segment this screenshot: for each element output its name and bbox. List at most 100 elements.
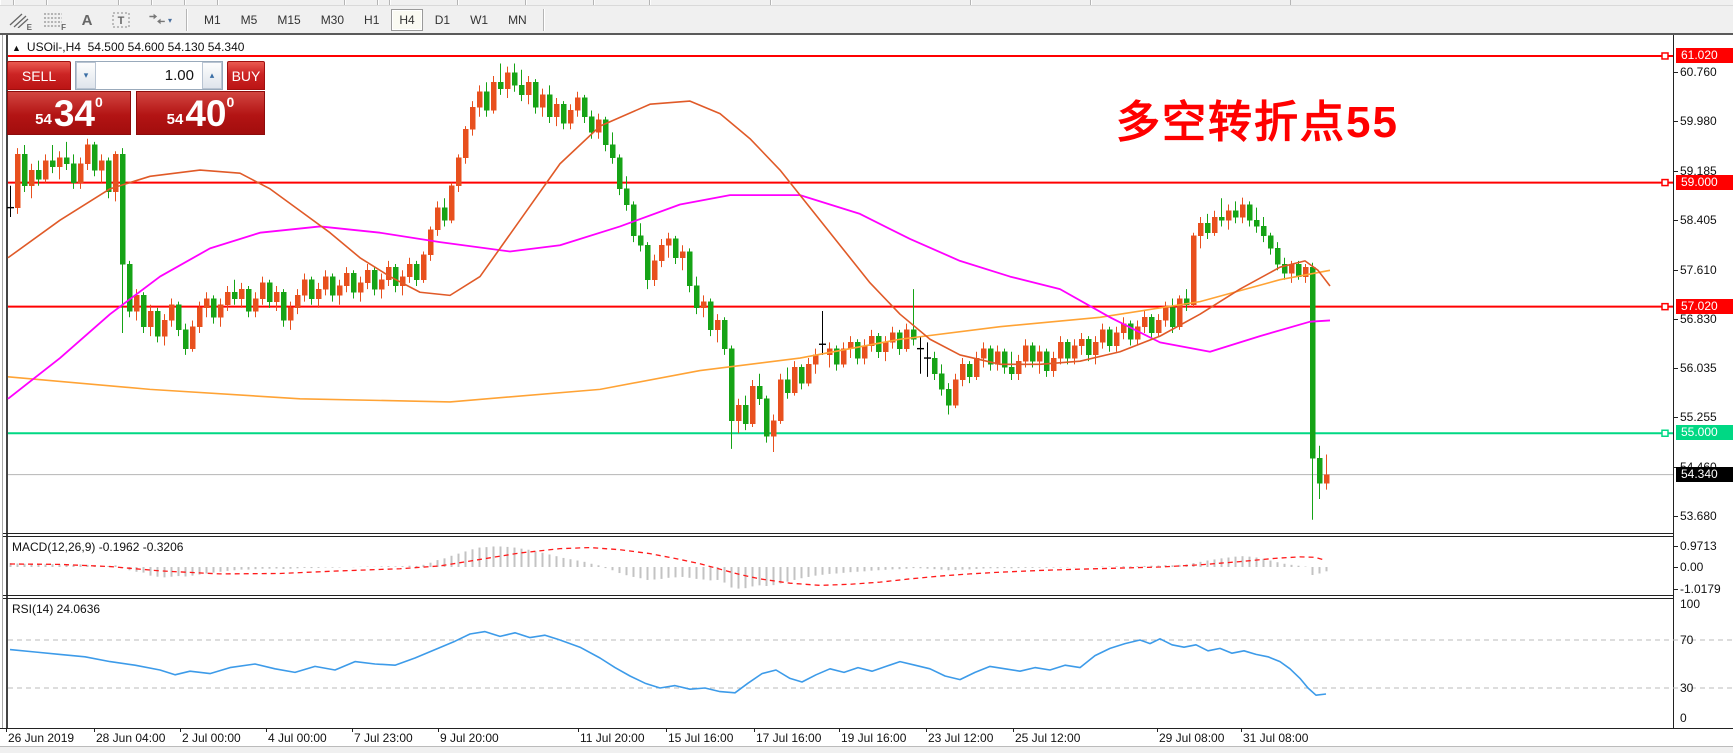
pane-separator[interactable] — [3, 598, 1673, 599]
price-axis-label: 55.255 — [1680, 410, 1717, 425]
time-axis-tick — [6, 728, 7, 732]
time-axis-tick — [1157, 728, 1158, 732]
time-axis-tick — [1013, 728, 1014, 732]
time-axis-label: 26 Jun 2019 — [8, 731, 75, 745]
macd-scale-tick — [1674, 567, 1678, 568]
price-axis-tick — [1674, 515, 1678, 517]
time-axis-label: 17 Jul 16:00 — [756, 731, 822, 745]
timeframe-button-m30[interactable]: M30 — [320, 13, 345, 27]
volume-input[interactable] — [96, 62, 202, 89]
fibonacci-tool-button[interactable]: F — [38, 8, 68, 32]
macd-scale-tick — [1674, 546, 1678, 548]
ask-price-tile[interactable]: 54 40 0 — [136, 91, 265, 135]
bid-pips: 34 — [53, 93, 96, 134]
volume-increase-button[interactable]: ▴ — [202, 62, 222, 89]
price-axis-tick — [1674, 170, 1678, 172]
time-axis-label: 19 Jul 16:00 — [841, 731, 907, 745]
time-axis-tick — [352, 728, 353, 732]
buy-button[interactable]: BUY — [227, 61, 265, 90]
text-tool-button[interactable]: A — [81, 11, 93, 29]
window-bottom-strip — [0, 746, 1733, 753]
price-axis-border — [1673, 35, 1674, 728]
price-axis-tick — [1674, 72, 1678, 74]
price-badge-61.020: 61.020 — [1676, 47, 1733, 63]
ask-pipette: 0 — [226, 94, 235, 110]
toolbar-segment — [218, 0, 345, 5]
timeframe-button-h1[interactable]: H1 — [364, 13, 380, 27]
price-axis-label: 60.760 — [1680, 65, 1717, 80]
price-axis-tick — [1674, 368, 1678, 370]
price-badge-57.020: 57.020 — [1676, 298, 1733, 314]
sell-button[interactable]: SELL — [7, 61, 71, 90]
timeframe-button-w1[interactable]: W1 — [470, 13, 489, 27]
price-axis-tick — [1674, 318, 1678, 320]
svg-text:T: T — [118, 15, 125, 27]
price-axis-tick — [1674, 121, 1678, 123]
time-axis-tick — [754, 728, 755, 732]
chart-canvas[interactable] — [0, 35, 1733, 729]
timeframe-button-m15[interactable]: M15 — [277, 13, 301, 27]
window-left-edge — [2, 35, 3, 728]
macd-scale-label: 0.9713 — [1680, 539, 1717, 554]
time-axis-tick — [266, 728, 267, 732]
timeframe-button-m5[interactable]: M5 — [240, 13, 258, 27]
time-axis-tick — [94, 728, 95, 732]
pane-separator[interactable] — [3, 533, 1673, 534]
timeframe-button-m1[interactable]: M1 — [204, 13, 221, 27]
arrow-styles-tool-button[interactable]: ▾ — [140, 8, 180, 32]
upper-toolbar-remnant — [0, 0, 1733, 5]
timeframe-button-d1[interactable]: D1 — [434, 13, 451, 27]
expand-triangle-icon[interactable]: ▲ — [12, 43, 21, 53]
chart-title: ▲ USOil-,H4 54.500 54.600 54.130 54.340 — [12, 40, 244, 54]
toolbar-divider — [0, 33, 1733, 35]
time-axis-label: 9 Jul 20:00 — [440, 731, 499, 745]
price-axis-tick — [1674, 219, 1678, 221]
timeframe-button-h4[interactable]: H4 — [391, 9, 423, 31]
price-badge-55.000: 55.000 — [1676, 425, 1733, 441]
toolbar-segment — [185, 0, 218, 5]
time-axis-label: 4 Jul 00:00 — [268, 731, 327, 745]
toolbar-segment — [119, 0, 152, 5]
toolbar-segment — [458, 0, 526, 5]
time-axis-tick — [926, 728, 927, 732]
time-axis-label: 28 Jun 04:00 — [96, 731, 166, 745]
time-axis-tick — [180, 728, 181, 732]
text-label-tool-button[interactable]: T — [106, 8, 136, 32]
toolbar-segment — [345, 0, 378, 5]
bid-price-tile[interactable]: 54 34 0 — [7, 91, 131, 135]
chart-area[interactable] — [0, 35, 1733, 746]
pane-separator[interactable] — [3, 536, 1673, 537]
price-axis-label: 58.405 — [1680, 212, 1717, 227]
price-axis-label: 56.830 — [1680, 311, 1717, 326]
price-badge-54.340: 54.340 — [1676, 466, 1733, 482]
toolbar-separator — [542, 9, 545, 31]
time-axis-label: 29 Jul 08:00 — [1159, 731, 1225, 745]
price-axis-label: 53.680 — [1680, 508, 1717, 523]
rsi-scale-label: 0 — [1680, 711, 1687, 725]
tool-badge: F — [61, 23, 66, 32]
equidistant-channel-tool-button[interactable]: E — [4, 8, 34, 32]
time-axis-tick — [666, 728, 667, 732]
toolbar-segment — [390, 0, 458, 5]
toolbar-segment — [771, 0, 971, 5]
toolbar-segment — [594, 0, 650, 5]
macd-indicator-label: MACD(12,26,9) -0.1962 -0.3206 — [12, 540, 184, 554]
rsi-indicator-label: RSI(14) 24.0636 — [12, 602, 101, 616]
chart-left-border — [6, 35, 8, 728]
chart-text-annotation[interactable]: 多空转折点55 — [1116, 98, 1399, 147]
timeframe-button-mn[interactable]: MN — [508, 13, 527, 27]
price-badge-59.000: 59.000 — [1676, 174, 1733, 190]
toolbar-segment — [650, 0, 771, 5]
rsi-scale-label: 100 — [1680, 597, 1701, 611]
ask-pips: 40 — [185, 93, 227, 134]
macd-scale-label: 0.00 — [1680, 560, 1704, 574]
time-axis-tick — [578, 728, 579, 732]
time-axis-tick — [839, 728, 840, 732]
volume-decrease-button[interactable]: ▾ — [76, 62, 96, 89]
pane-separator[interactable] — [3, 595, 1673, 596]
toolbar-segment — [152, 0, 185, 5]
one-click-trading-panel: SELL ▾ ▴ BUY 54 34 0 54 40 0 — [7, 61, 265, 135]
toolbar-segment — [1091, 0, 1291, 5]
time-axis-label: 31 Jul 08:00 — [1243, 731, 1309, 745]
